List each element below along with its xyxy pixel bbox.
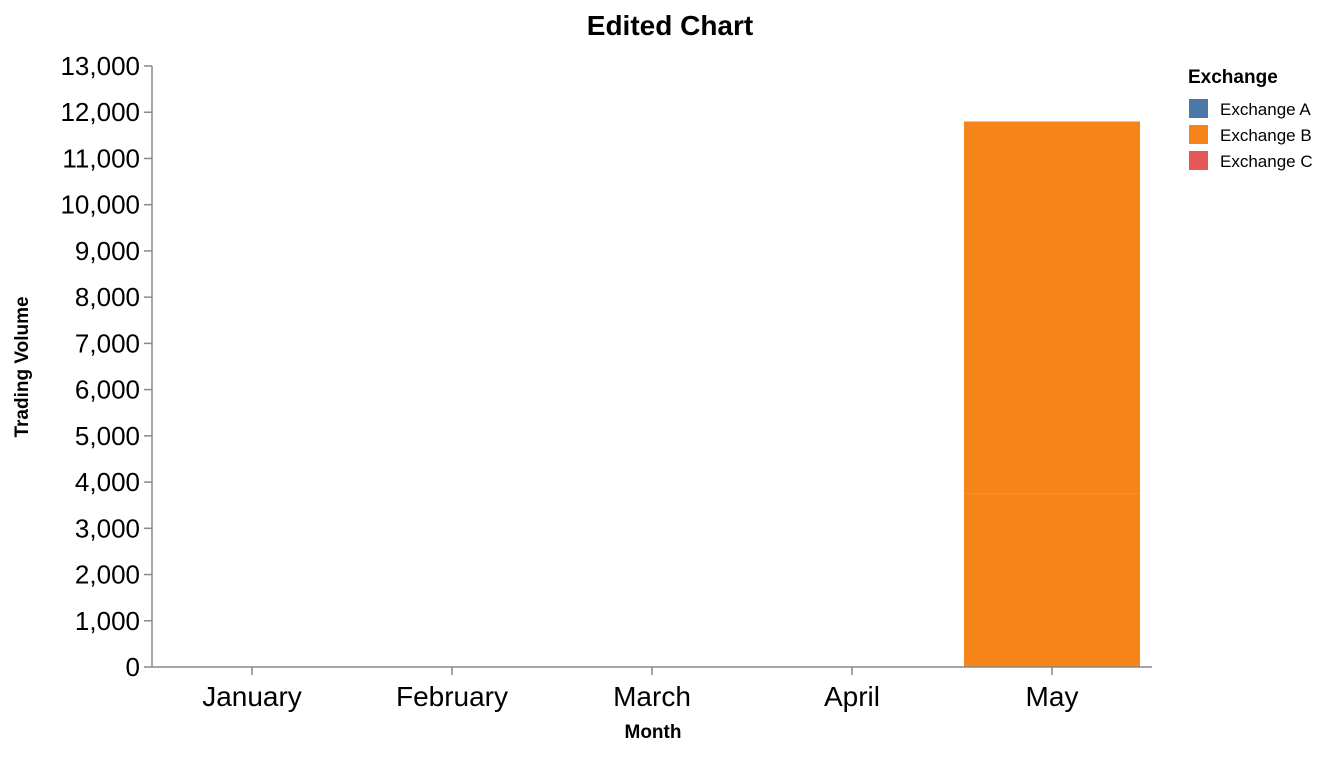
y-tick-label: 10,000 [60,190,140,220]
bar-may-exchange-b-2 [964,121,1140,494]
legend-swatch [1189,99,1208,118]
legend-label: Exchange A [1220,100,1311,119]
x-tick-label-february: February [396,681,508,712]
legend-label: Exchange C [1220,152,1313,171]
y-tick-label: 6,000 [75,375,140,405]
y-tick-label: 3,000 [75,513,140,543]
x-tick-label-april: April [824,681,880,712]
legend-swatch [1189,125,1208,144]
x-axis-title: Month [625,722,682,743]
x-axis: January February March April May [152,666,1152,712]
y-tick-label: 12,000 [60,97,140,127]
legend-label: Exchange B [1220,126,1312,145]
y-axis-title: Trading Volume [12,296,33,437]
y-tick-label: 7,000 [75,328,140,358]
chart-title: Edited Chart [587,10,753,41]
y-tick-label: 8,000 [75,282,140,312]
y-tick-label: 11,000 [62,143,140,173]
x-tick-label-may: May [1026,681,1079,712]
y-axis: 0 1,000 2,000 3,000 4,000 5,000 6,000 7,000 8,00… [60,51,153,682]
legend: Exchange Exchange A Exchange B Exchange C [1188,67,1313,171]
y-tick-label: 1,000 [75,606,140,636]
legend-swatch [1189,151,1208,170]
y-tick-label: 9,000 [75,236,140,266]
x-tick-label-january: January [202,681,302,712]
y-tick-label: 4,000 [75,467,140,497]
legend-title: Exchange [1188,67,1278,88]
bars-layer [964,121,1140,667]
y-tick-label: 2,000 [75,560,140,590]
bar-may-exchange-b-1 [964,493,1140,667]
x-tick-label-march: March [613,681,691,712]
y-tick-label: 5,000 [75,421,140,451]
y-tick-label: 13,000 [60,51,140,81]
y-tick-label: 0 [126,652,140,682]
